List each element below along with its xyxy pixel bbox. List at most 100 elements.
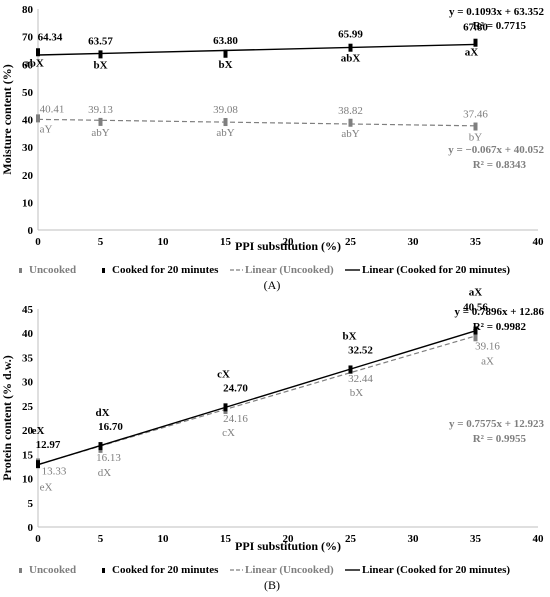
x-axis-title: PPI substitution (%) bbox=[235, 239, 341, 253]
legend-label-cooked: Cooked for 20 minutes bbox=[112, 564, 219, 576]
r-squared-cooked: R² = 0.9982 bbox=[473, 321, 527, 333]
legend-marker-uncooked bbox=[19, 568, 22, 573]
x-tick-label: 40 bbox=[533, 236, 545, 248]
y-tick-label: 45 bbox=[22, 304, 34, 316]
significance-letter-cooked: eX bbox=[32, 425, 45, 437]
equation-cooked: y = 0.7896x + 12.86 bbox=[454, 306, 544, 318]
point-uncooked bbox=[473, 333, 478, 342]
x-tick-label: 5 bbox=[98, 533, 104, 545]
data-label-uncooked: 39.08 bbox=[213, 104, 238, 116]
y-tick-label: 10 bbox=[22, 197, 34, 209]
y-tick-label: 0 bbox=[28, 225, 34, 237]
significance-letter-uncooked: cX bbox=[222, 427, 235, 439]
significance-letter-uncooked: bY bbox=[469, 132, 483, 144]
data-label-cooked: 12.97 bbox=[36, 439, 61, 451]
x-tick-label: 30 bbox=[408, 236, 420, 248]
data-label-uncooked: 24.16 bbox=[223, 413, 248, 425]
point-uncooked bbox=[36, 114, 40, 123]
data-label-uncooked: 39.16 bbox=[475, 340, 500, 352]
data-label-cooked: 65.99 bbox=[338, 29, 363, 41]
data-label-uncooked: 40.41 bbox=[40, 103, 65, 115]
y-tick-label: 10 bbox=[22, 474, 34, 486]
point-uncooked bbox=[348, 118, 353, 127]
significance-letter-uncooked: abY bbox=[216, 127, 234, 139]
x-axis-title: PPI substitution (%) bbox=[235, 539, 341, 553]
legend-marker-uncooked bbox=[19, 268, 22, 273]
x-tick-label: 0 bbox=[35, 533, 41, 545]
data-label-uncooked: 32.44 bbox=[348, 373, 373, 385]
y-tick-label: 20 bbox=[22, 170, 34, 182]
x-tick-label: 15 bbox=[220, 236, 232, 248]
data-label-cooked: 24.70 bbox=[223, 382, 248, 394]
x-tick-label: 30 bbox=[408, 533, 420, 545]
y-tick-label: 5 bbox=[28, 498, 34, 510]
legend-label-uncooked: Uncooked bbox=[29, 564, 76, 576]
point-cooked bbox=[98, 442, 103, 451]
data-label-uncooked: 16.13 bbox=[96, 452, 121, 464]
y-tick-label: 0 bbox=[28, 522, 34, 534]
significance-letter-cooked: bX bbox=[218, 59, 232, 71]
x-tick-label: 15 bbox=[220, 533, 232, 545]
y-tick-label: 15 bbox=[22, 449, 34, 461]
y-axis-title: Protein content (% d.w.) bbox=[0, 355, 14, 480]
point-cooked bbox=[473, 326, 478, 335]
point-cooked bbox=[98, 50, 103, 59]
equation-uncooked: y = −0.067x + 40.052 bbox=[448, 144, 544, 156]
y-tick-label: 60 bbox=[22, 59, 34, 71]
significance-letter-uncooked: abY bbox=[91, 127, 109, 139]
y-tick-label: 30 bbox=[22, 377, 34, 389]
point-uncooked bbox=[98, 117, 103, 126]
data-label-cooked: 64.34 bbox=[38, 31, 63, 43]
significance-letter-cooked: aX bbox=[465, 47, 479, 59]
trendline-uncooked bbox=[37, 118, 476, 127]
significance-letter-cooked: abX bbox=[24, 57, 44, 69]
y-tick-label: 40 bbox=[22, 328, 34, 340]
data-label-cooked: 16.70 bbox=[98, 421, 123, 433]
significance-letter-uncooked: dX bbox=[98, 467, 112, 479]
legend-label-cooked: Cooked for 20 minutes bbox=[112, 264, 219, 276]
point-cooked bbox=[36, 48, 40, 57]
x-tick-label: 25 bbox=[345, 236, 357, 248]
equation-uncooked: y = 0.7575x + 12.923 bbox=[449, 418, 545, 430]
point-cooked bbox=[348, 43, 353, 52]
point-cooked bbox=[223, 49, 228, 58]
y-tick-label: 20 bbox=[22, 425, 34, 437]
panel-label: (A) bbox=[264, 278, 281, 292]
significance-letter-cooked: bX bbox=[93, 59, 107, 71]
equation-cooked: y = 0.1093x + 63.352 bbox=[449, 6, 545, 18]
x-tick-label: 35 bbox=[470, 533, 482, 545]
significance-letter-cooked: bX bbox=[342, 330, 356, 342]
legend: Uncooked Cooked for 20 minutes Linear (Unc… bbox=[19, 564, 510, 576]
x-tick-label: 5 bbox=[98, 236, 104, 248]
significance-letter-cooked: abX bbox=[341, 53, 361, 65]
legend-label-trend-cooked: Linear (Cooked for 20 minutes) bbox=[362, 564, 510, 576]
significance-letter-cooked: cX bbox=[217, 368, 230, 380]
trendline-cooked bbox=[37, 43, 476, 56]
y-tick-label: 50 bbox=[22, 87, 34, 99]
r-squared-uncooked: R² = 0.8343 bbox=[473, 159, 527, 171]
data-label-cooked: 63.80 bbox=[213, 35, 238, 47]
point-uncooked bbox=[473, 122, 478, 131]
significance-letter-uncooked: eX bbox=[40, 481, 53, 493]
r-squared-uncooked: R² = 0.9955 bbox=[473, 433, 527, 445]
point-cooked bbox=[223, 403, 228, 412]
data-label-cooked: 32.52 bbox=[348, 344, 373, 356]
significance-letter-uncooked: aY bbox=[40, 123, 53, 135]
point-cooked bbox=[473, 38, 478, 47]
y-tick-label: 40 bbox=[22, 115, 34, 127]
significance-letter-cooked: dX bbox=[95, 407, 109, 419]
legend-label-trend-uncooked: Linear (Uncooked) bbox=[245, 264, 334, 276]
panel-b-protein-chart: 0 5 10 15 20 25 30 35 40 45 0 5 10 15 20 25 30 35 40 PPI su… bbox=[0, 287, 544, 592]
y-tick-label: 35 bbox=[22, 352, 34, 364]
legend: Uncooked Cooked for 20 minutes Linear (Unc… bbox=[19, 264, 510, 276]
significance-letter-uncooked: aX bbox=[481, 355, 494, 367]
x-tick-label: 10 bbox=[158, 236, 170, 248]
data-label-uncooked: 39.13 bbox=[88, 104, 113, 116]
x-tick-label: 40 bbox=[533, 533, 545, 545]
x-tick-label: 20 bbox=[283, 533, 295, 545]
point-uncooked bbox=[223, 118, 228, 127]
y-tick-label: 80 bbox=[22, 4, 34, 16]
legend-label-uncooked: Uncooked bbox=[29, 264, 76, 276]
data-label-cooked: 40.56 bbox=[463, 302, 488, 314]
x-tick-label: 10 bbox=[158, 533, 170, 545]
